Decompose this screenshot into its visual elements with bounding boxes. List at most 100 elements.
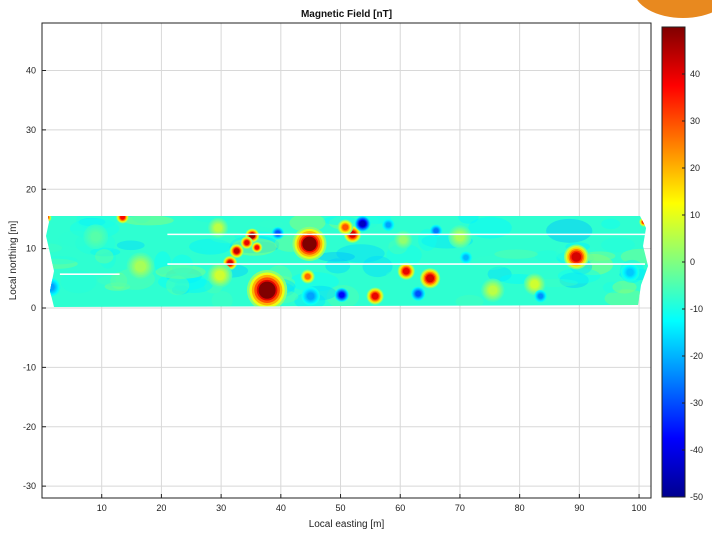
x-axis: 10 20 30 40 50 60 70 80 90 100	[97, 494, 647, 513]
texture-blob	[471, 255, 510, 271]
texture-blob	[46, 258, 78, 269]
x-tick-label: 60	[395, 503, 405, 513]
y-axis-label: Local northing [m]	[8, 221, 19, 301]
texture-blob	[455, 294, 484, 308]
texture-blob	[171, 285, 190, 295]
y-tick-label: -20	[23, 422, 36, 432]
texture-blob	[336, 244, 385, 263]
anomaly-point	[334, 287, 349, 302]
anomaly-point	[246, 270, 288, 308]
texture-blob	[131, 215, 151, 224]
texture-blob	[154, 251, 172, 275]
y-tick-label: 30	[26, 125, 36, 135]
texture-blob	[362, 255, 393, 278]
texture-blob	[601, 218, 621, 230]
texture-blob	[110, 272, 128, 290]
texture-blob	[559, 272, 589, 288]
anomaly-point	[366, 287, 384, 305]
texture-blob	[546, 218, 593, 243]
y-tick-label: -10	[23, 362, 36, 372]
anomaly-point	[300, 269, 315, 284]
anomaly-point	[639, 217, 649, 227]
texture-blob	[189, 238, 232, 255]
texture-blob	[325, 258, 351, 274]
anomaly-point	[397, 262, 415, 280]
anomaly-point	[534, 289, 547, 303]
colorbar-gradient	[661, 26, 686, 498]
x-tick-label: 50	[336, 503, 346, 513]
texture-blob	[165, 275, 190, 296]
y-tick-label: 0	[31, 303, 36, 313]
x-tick-label: 20	[156, 503, 166, 513]
x-tick-label: 40	[276, 503, 286, 513]
anomaly-point	[301, 286, 320, 306]
colorbar-tick-label: -20	[690, 351, 703, 361]
colorbar-tick-label: 40	[690, 69, 700, 79]
anomaly-point	[459, 251, 473, 264]
texture-blob	[601, 237, 635, 253]
anomaly-point	[337, 219, 354, 236]
anomaly-point	[411, 286, 426, 301]
x-tick-label: 100	[632, 503, 647, 513]
colorbar-tick-label: 0	[690, 257, 695, 267]
texture-blob	[76, 215, 117, 230]
anomaly-point	[620, 263, 640, 282]
texture-blob	[487, 266, 512, 282]
texture-blob	[179, 247, 208, 256]
colorbar-tick-label: 20	[690, 163, 700, 173]
x-tick-label: 70	[455, 503, 465, 513]
texture-blob	[122, 215, 174, 226]
x-tick-label: 90	[574, 503, 584, 513]
anomaly-point	[419, 268, 441, 289]
texture-blob	[494, 249, 538, 259]
anomaly-point	[354, 215, 371, 232]
colorbar-tick-label: -10	[690, 304, 703, 314]
survey-strip	[46, 215, 649, 308]
anomaly-point	[240, 236, 254, 249]
anomaly-point	[126, 252, 155, 281]
texture-blob	[60, 270, 97, 294]
anomaly-point	[46, 277, 61, 297]
anomaly-point	[208, 217, 229, 238]
anomaly-point	[393, 230, 413, 250]
texture-blob	[316, 252, 355, 262]
colorbar-tick-label: -50	[690, 492, 703, 502]
texture-blob	[155, 264, 206, 279]
texture-blob	[557, 268, 601, 284]
texture-blob	[104, 282, 131, 291]
texture-blob	[99, 248, 116, 269]
plot-frame	[41, 22, 652, 499]
x-axis-label: Local easting [m]	[309, 519, 385, 530]
texture-blob	[289, 215, 326, 232]
anomaly-point	[46, 215, 52, 223]
y-tick-label: 10	[26, 244, 36, 254]
texture-blob	[158, 273, 207, 291]
texture-blob	[90, 247, 121, 257]
anomaly-point	[481, 278, 505, 302]
colorbar-tick-label: -30	[690, 398, 703, 408]
texture-blob	[95, 249, 114, 264]
anomaly-point	[229, 244, 244, 258]
texture-blob	[602, 281, 623, 294]
anomaly-point	[271, 226, 285, 240]
anomaly-point	[251, 242, 263, 253]
y-tick-label: -30	[23, 481, 36, 491]
texture-blob	[192, 215, 235, 223]
colorbar: -50 -40 -30 -20 -10 0 10 20 30 40	[661, 26, 703, 502]
texture-blob	[620, 248, 649, 265]
texture-blob	[534, 250, 561, 263]
anomaly-point	[523, 273, 546, 296]
texture-blob	[386, 243, 422, 267]
texture-blob	[458, 215, 479, 224]
y-tick-label: 20	[26, 184, 36, 194]
texture-blob	[604, 289, 648, 308]
anomaly-point	[448, 225, 472, 249]
x-tick-label: 10	[97, 503, 107, 513]
anomaly-point	[207, 262, 233, 288]
anomaly-point	[116, 215, 129, 224]
colorbar-tick-label: -40	[690, 445, 703, 455]
texture-blob	[612, 280, 637, 294]
texture-blob	[583, 251, 616, 261]
x-tick-label: 80	[515, 503, 525, 513]
